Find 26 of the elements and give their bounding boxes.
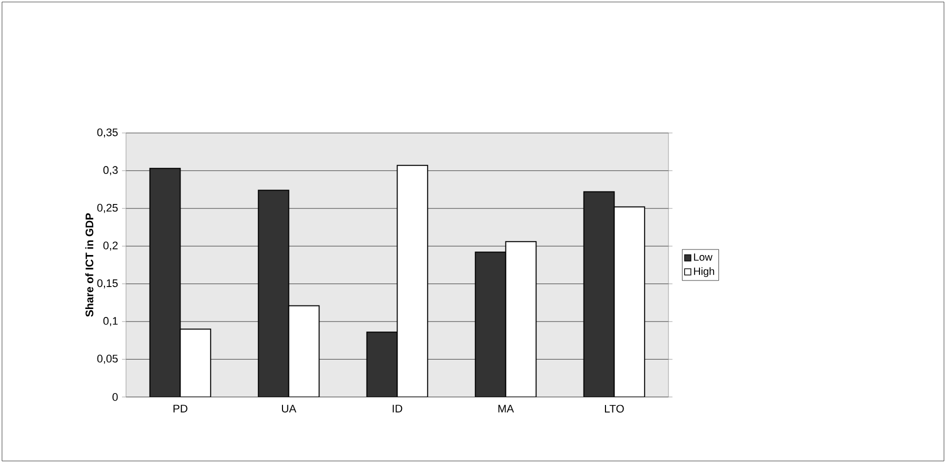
bar xyxy=(474,252,506,397)
y-tick-label: 0,05 xyxy=(97,354,118,364)
y-tick-label: 0,1 xyxy=(103,317,118,326)
bar xyxy=(396,164,428,397)
x-tick-label: ID xyxy=(392,404,402,412)
y-tick-label: 0,15 xyxy=(97,279,118,288)
legend-label: High xyxy=(694,267,714,278)
x-tick-label: PD xyxy=(174,404,188,412)
bar xyxy=(288,305,320,397)
x-tick-label: LTO xyxy=(604,404,624,413)
legend-label: Low xyxy=(694,253,712,261)
x-tick-label: MA xyxy=(498,404,514,412)
bar xyxy=(366,332,398,397)
bar xyxy=(505,241,537,397)
bar xyxy=(258,190,290,397)
bar xyxy=(614,206,646,397)
y-tick-label: 0,25 xyxy=(97,204,118,213)
y-tick-label: 0,3 xyxy=(103,166,118,176)
y-axis-title: Share of ICT in GDP xyxy=(85,213,94,317)
y-tick-label: 0 xyxy=(112,393,118,401)
y-tick-label: 0,2 xyxy=(103,242,118,251)
bar xyxy=(583,191,615,397)
y-tick-label: 0,35 xyxy=(97,128,118,138)
bar xyxy=(180,328,212,397)
x-tick-label: UA xyxy=(282,404,296,412)
bar xyxy=(149,168,181,397)
